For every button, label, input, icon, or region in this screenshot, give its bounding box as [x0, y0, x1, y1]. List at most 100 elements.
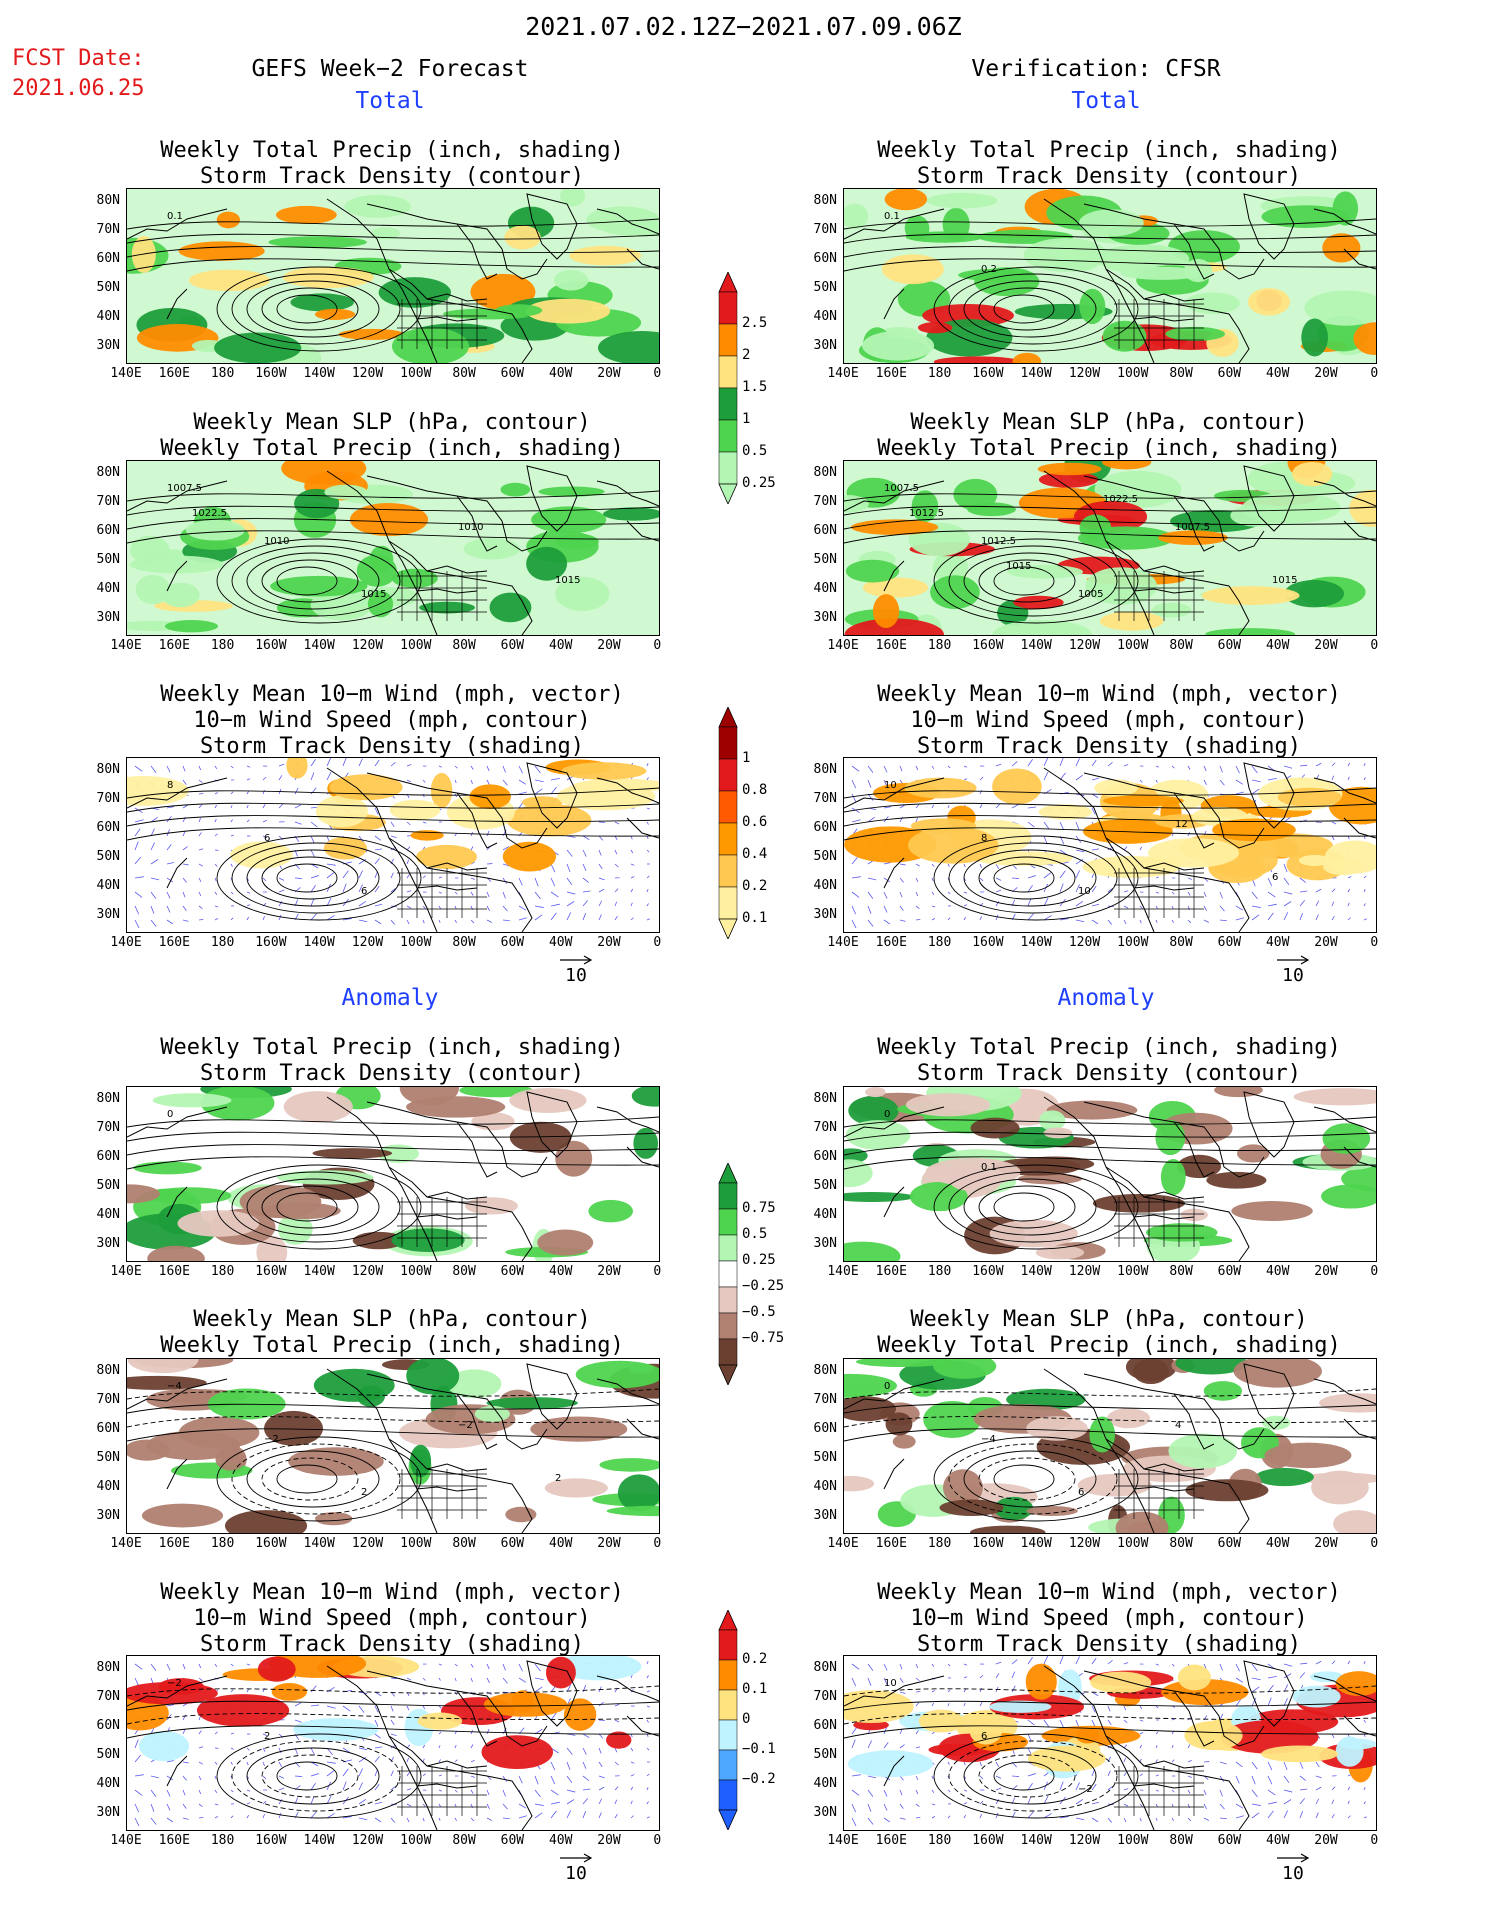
- fc-anom-wind-lat-label: 40N: [96, 1776, 120, 1791]
- ob-anom-wind-lon-label: 80W: [1169, 1833, 1193, 1848]
- ob-total-wind-lon-label: 20W: [1314, 935, 1338, 950]
- anomaly-precip-colorbar: [718, 1163, 738, 1385]
- ob-total-slp-lat-label: 70N: [813, 494, 837, 509]
- ob-anom-precip-lat-label: 50N: [813, 1178, 837, 1193]
- ob-total-wind-lat-label: 80N: [813, 762, 837, 777]
- fc-total-slp-lat-label: 80N: [96, 465, 120, 480]
- anomaly-track-density-colorbar-label: 0.2: [742, 1651, 768, 1667]
- ob-total-slp-contour-label: 1005: [1078, 589, 1103, 600]
- fc-total-slp-contour-label: 1015: [555, 575, 580, 586]
- ob-total-wind-map: 10 8 10 12 6: [843, 757, 1377, 933]
- fc-anom-slp-lon-label: 100W: [400, 1536, 432, 1551]
- fc-anom-wind-map-graphic: −2 2: [127, 1656, 659, 1830]
- fc-total-slp-lon-label: 180: [210, 638, 235, 653]
- ob-total-slp-lon-label: 160W: [972, 638, 1004, 653]
- fc-anom-wind-title-line-2: 10−m Wind Speed (mph, contour): [193, 1606, 591, 1631]
- fc-anom-slp-lon-label: 40W: [548, 1536, 573, 1551]
- fc-total-slp-map: 1007.5 1010 1015 1010 1015 1022.5: [126, 460, 660, 636]
- fc-anom-slp-lat-label: 50N: [96, 1450, 120, 1465]
- fc-anom-slp-lon-label: 160W: [255, 1536, 287, 1551]
- fc-anom-precip-lon-label: 160E: [158, 1264, 190, 1279]
- left-section-total: Total: [355, 88, 425, 114]
- fc-anom-precip-lat-label: 60N: [96, 1149, 120, 1164]
- fc-anom-precip-lon-label: 180: [210, 1264, 235, 1279]
- ob-total-slp-lon-label: 80W: [1169, 638, 1193, 653]
- fc-total-precip-lon-label: 140E: [110, 366, 142, 381]
- ob-anom-precip-lon-label: 120W: [1068, 1264, 1101, 1279]
- ob-anom-slp-lon-label: 40W: [1265, 1536, 1290, 1551]
- fc-anom-precip-lon-label: 40W: [548, 1264, 573, 1279]
- ob-total-precip-lat-label: 60N: [813, 251, 837, 266]
- fc-total-slp-lon-label: 20W: [597, 638, 621, 653]
- ob-total-precip-lat-label: 80N: [813, 193, 837, 208]
- ob-total-precip-lon-label: 160E: [875, 366, 907, 381]
- fc-anom-wind-lon-label: 180: [210, 1833, 235, 1848]
- ob-anom-precip-title-line-2: Storm Track Density (contour): [916, 1061, 1302, 1086]
- ob-total-wind-lat-label: 70N: [813, 791, 837, 806]
- anomaly-precip-colorbar-label: 0.5: [742, 1226, 768, 1242]
- fc-total-slp-contour-label: 1010: [458, 522, 483, 533]
- ob-anom-slp-lon-label: 160E: [875, 1536, 907, 1551]
- fc-total-slp-lon-label: 120W: [351, 638, 384, 653]
- ob-total-slp-lat-label: 40N: [813, 581, 837, 596]
- fc-total-slp-contour-label: 1022.5: [192, 508, 227, 519]
- fc-anom-precip-lon-label: 160W: [255, 1264, 287, 1279]
- fc-total-precip-lon-label: 140W: [303, 366, 335, 381]
- fc-anom-wind-lon-label: 120W: [351, 1833, 384, 1848]
- ob-total-wind-title-line-1: Weekly Mean 10−m Wind (mph, vector): [877, 682, 1341, 707]
- fc-total-precip-lon-label: 60W: [500, 366, 525, 381]
- fc-anom-wind-lon-label: 140E: [110, 1833, 142, 1848]
- fc-anom-precip-lat-label: 40N: [96, 1207, 120, 1222]
- fc-total-slp-lon-label: 60W: [500, 638, 525, 653]
- fc-total-wind-map: 8 6 6: [126, 757, 660, 933]
- ob-anom-slp-contour-label: −4: [981, 1434, 996, 1445]
- ob-total-wind-lon-label: 140W: [1020, 935, 1052, 950]
- ob-total-wind-lon-label: 0: [1370, 935, 1379, 950]
- ob-anom-wind-lon-label: 40W: [1265, 1833, 1290, 1848]
- fc-total-wind-lon-label: 120W: [351, 935, 384, 950]
- anomaly-precip-colorbar-label: −0.75: [742, 1330, 785, 1346]
- fc-total-precip-lat-label: 60N: [96, 251, 120, 266]
- ob-anom-wind-contour-label: −2: [1078, 1784, 1093, 1795]
- ob-total-slp-map-graphic: 1007.5 1012.5 1005 1007.5 1015 1012.5 1015 1022…: [844, 461, 1376, 635]
- fc-anom-wind-vector-ref-label: 10: [565, 1863, 587, 1884]
- ob-total-precip-map: 0.1 0.2: [843, 188, 1377, 364]
- ob-anom-slp-contour-label: 0: [884, 1381, 890, 1392]
- ob-total-slp-lon-label: 40W: [1265, 638, 1290, 653]
- ob-anom-slp-lon-label: 140W: [1020, 1536, 1052, 1551]
- ob-total-slp-contour-label: 1015: [1272, 575, 1297, 586]
- anomaly-precip-colorbar-label: 0.75: [742, 1200, 776, 1216]
- right-section-anomaly: Anomaly: [1057, 985, 1155, 1011]
- ob-total-slp-title-line-1: Weekly Mean SLP (hPa, contour): [910, 410, 1308, 435]
- ob-total-wind-contour-label: 12: [1175, 819, 1188, 830]
- ob-anom-precip-lon-label: 160W: [972, 1264, 1004, 1279]
- fc-anom-slp-lon-label: 180: [210, 1536, 235, 1551]
- ob-total-precip-map-graphic: 0.1 0.2: [844, 189, 1376, 363]
- ob-total-slp-lon-label: 180: [927, 638, 952, 653]
- fc-total-precip-contour-label: 0.1: [167, 211, 183, 222]
- fc-total-wind-lat-label: 70N: [96, 791, 120, 806]
- ob-total-precip-lon-label: 180: [927, 366, 952, 381]
- ob-total-precip-lat-label: 50N: [813, 280, 837, 295]
- ob-total-wind-lat-label: 60N: [813, 820, 837, 835]
- fc-anom-wind-vector-ref-arrow: [560, 1853, 593, 1863]
- fc-anom-slp-lon-label: 140W: [303, 1536, 335, 1551]
- ob-total-wind-contour-label: 10: [884, 780, 897, 791]
- fc-total-precip-title-line-1: Weekly Total Precip (inch, shading): [160, 138, 624, 163]
- ob-anom-precip-lat-label: 40N: [813, 1207, 837, 1222]
- right-section-total: Total: [1071, 88, 1141, 114]
- ob-total-slp-title-line-2: Weekly Total Precip (inch, shading): [877, 436, 1341, 461]
- fc-anom-wind-lon-label: 80W: [452, 1833, 476, 1848]
- fc-anom-wind-title-line-1: Weekly Mean 10−m Wind (mph, vector): [160, 1580, 624, 1605]
- fc-anom-slp-contour-label: −2: [264, 1434, 279, 1445]
- ob-total-wind-title-line-3: Storm Track Density (shading): [916, 734, 1302, 759]
- ob-anom-precip-title-line-1: Weekly Total Precip (inch, shading): [877, 1035, 1341, 1060]
- ob-anom-wind-title-line-1: Weekly Mean 10−m Wind (mph, vector): [877, 1580, 1341, 1605]
- ob-anom-precip-lat-label: 30N: [813, 1236, 837, 1251]
- fc-total-precip-lon-label: 100W: [400, 366, 432, 381]
- ob-total-precip-contour-label: 0.2: [981, 264, 997, 275]
- fc-total-wind-vector-ref-arrow: [560, 955, 593, 965]
- fc-total-precip-map: 0.1: [126, 188, 660, 364]
- ob-total-wind-vector-ref-arrow: [1277, 955, 1310, 965]
- fc-anom-wind-lat-label: 80N: [96, 1660, 120, 1675]
